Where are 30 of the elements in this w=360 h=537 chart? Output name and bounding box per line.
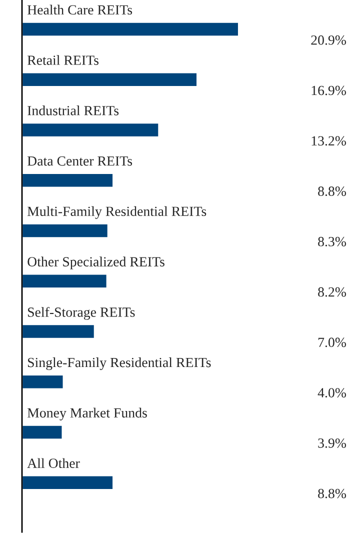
- y-tick-label: Single-Family Residential REITs: [28, 357, 211, 370]
- data-label: 7.0%: [318, 338, 346, 348]
- data-label: 3.9%: [318, 438, 346, 448]
- data-label: 8.3%: [318, 236, 346, 246]
- bar: [22, 324, 96, 340]
- bar: [22, 172, 114, 188]
- bar: [22, 21, 240, 37]
- y-tick-label: Retail REITs: [27, 55, 98, 65]
- data-label: 4.0%: [318, 388, 346, 398]
- y-tick-label: Health Care REITs: [27, 4, 132, 15]
- bar: [22, 72, 198, 88]
- bar: [22, 222, 109, 238]
- bar: [22, 374, 64, 390]
- data-label: 8.2%: [318, 287, 346, 297]
- y-tick-label: Industrial REITs: [28, 106, 119, 116]
- data-label: 16.9%: [312, 86, 346, 96]
- data-label: 13.2%: [312, 136, 346, 146]
- y-tick-label: Data Center REITs: [27, 156, 132, 166]
- y-tick-label: Multi-Family Residential REITs: [27, 206, 206, 219]
- bar: [22, 474, 114, 490]
- bar: [22, 424, 64, 440]
- y-tick-label: Money Market Funds: [27, 408, 147, 420]
- data-label: 20.9%: [311, 35, 346, 45]
- bar: [22, 273, 108, 289]
- y-tick-label: All Other: [27, 458, 80, 468]
- y-tick-label: Self-Storage REITs: [28, 306, 135, 320]
- bar: [22, 122, 160, 138]
- data-label: 8.8%: [318, 488, 346, 498]
- data-label: 8.8%: [318, 186, 346, 196]
- y-tick-label: Other Specialized REITs: [28, 256, 164, 270]
